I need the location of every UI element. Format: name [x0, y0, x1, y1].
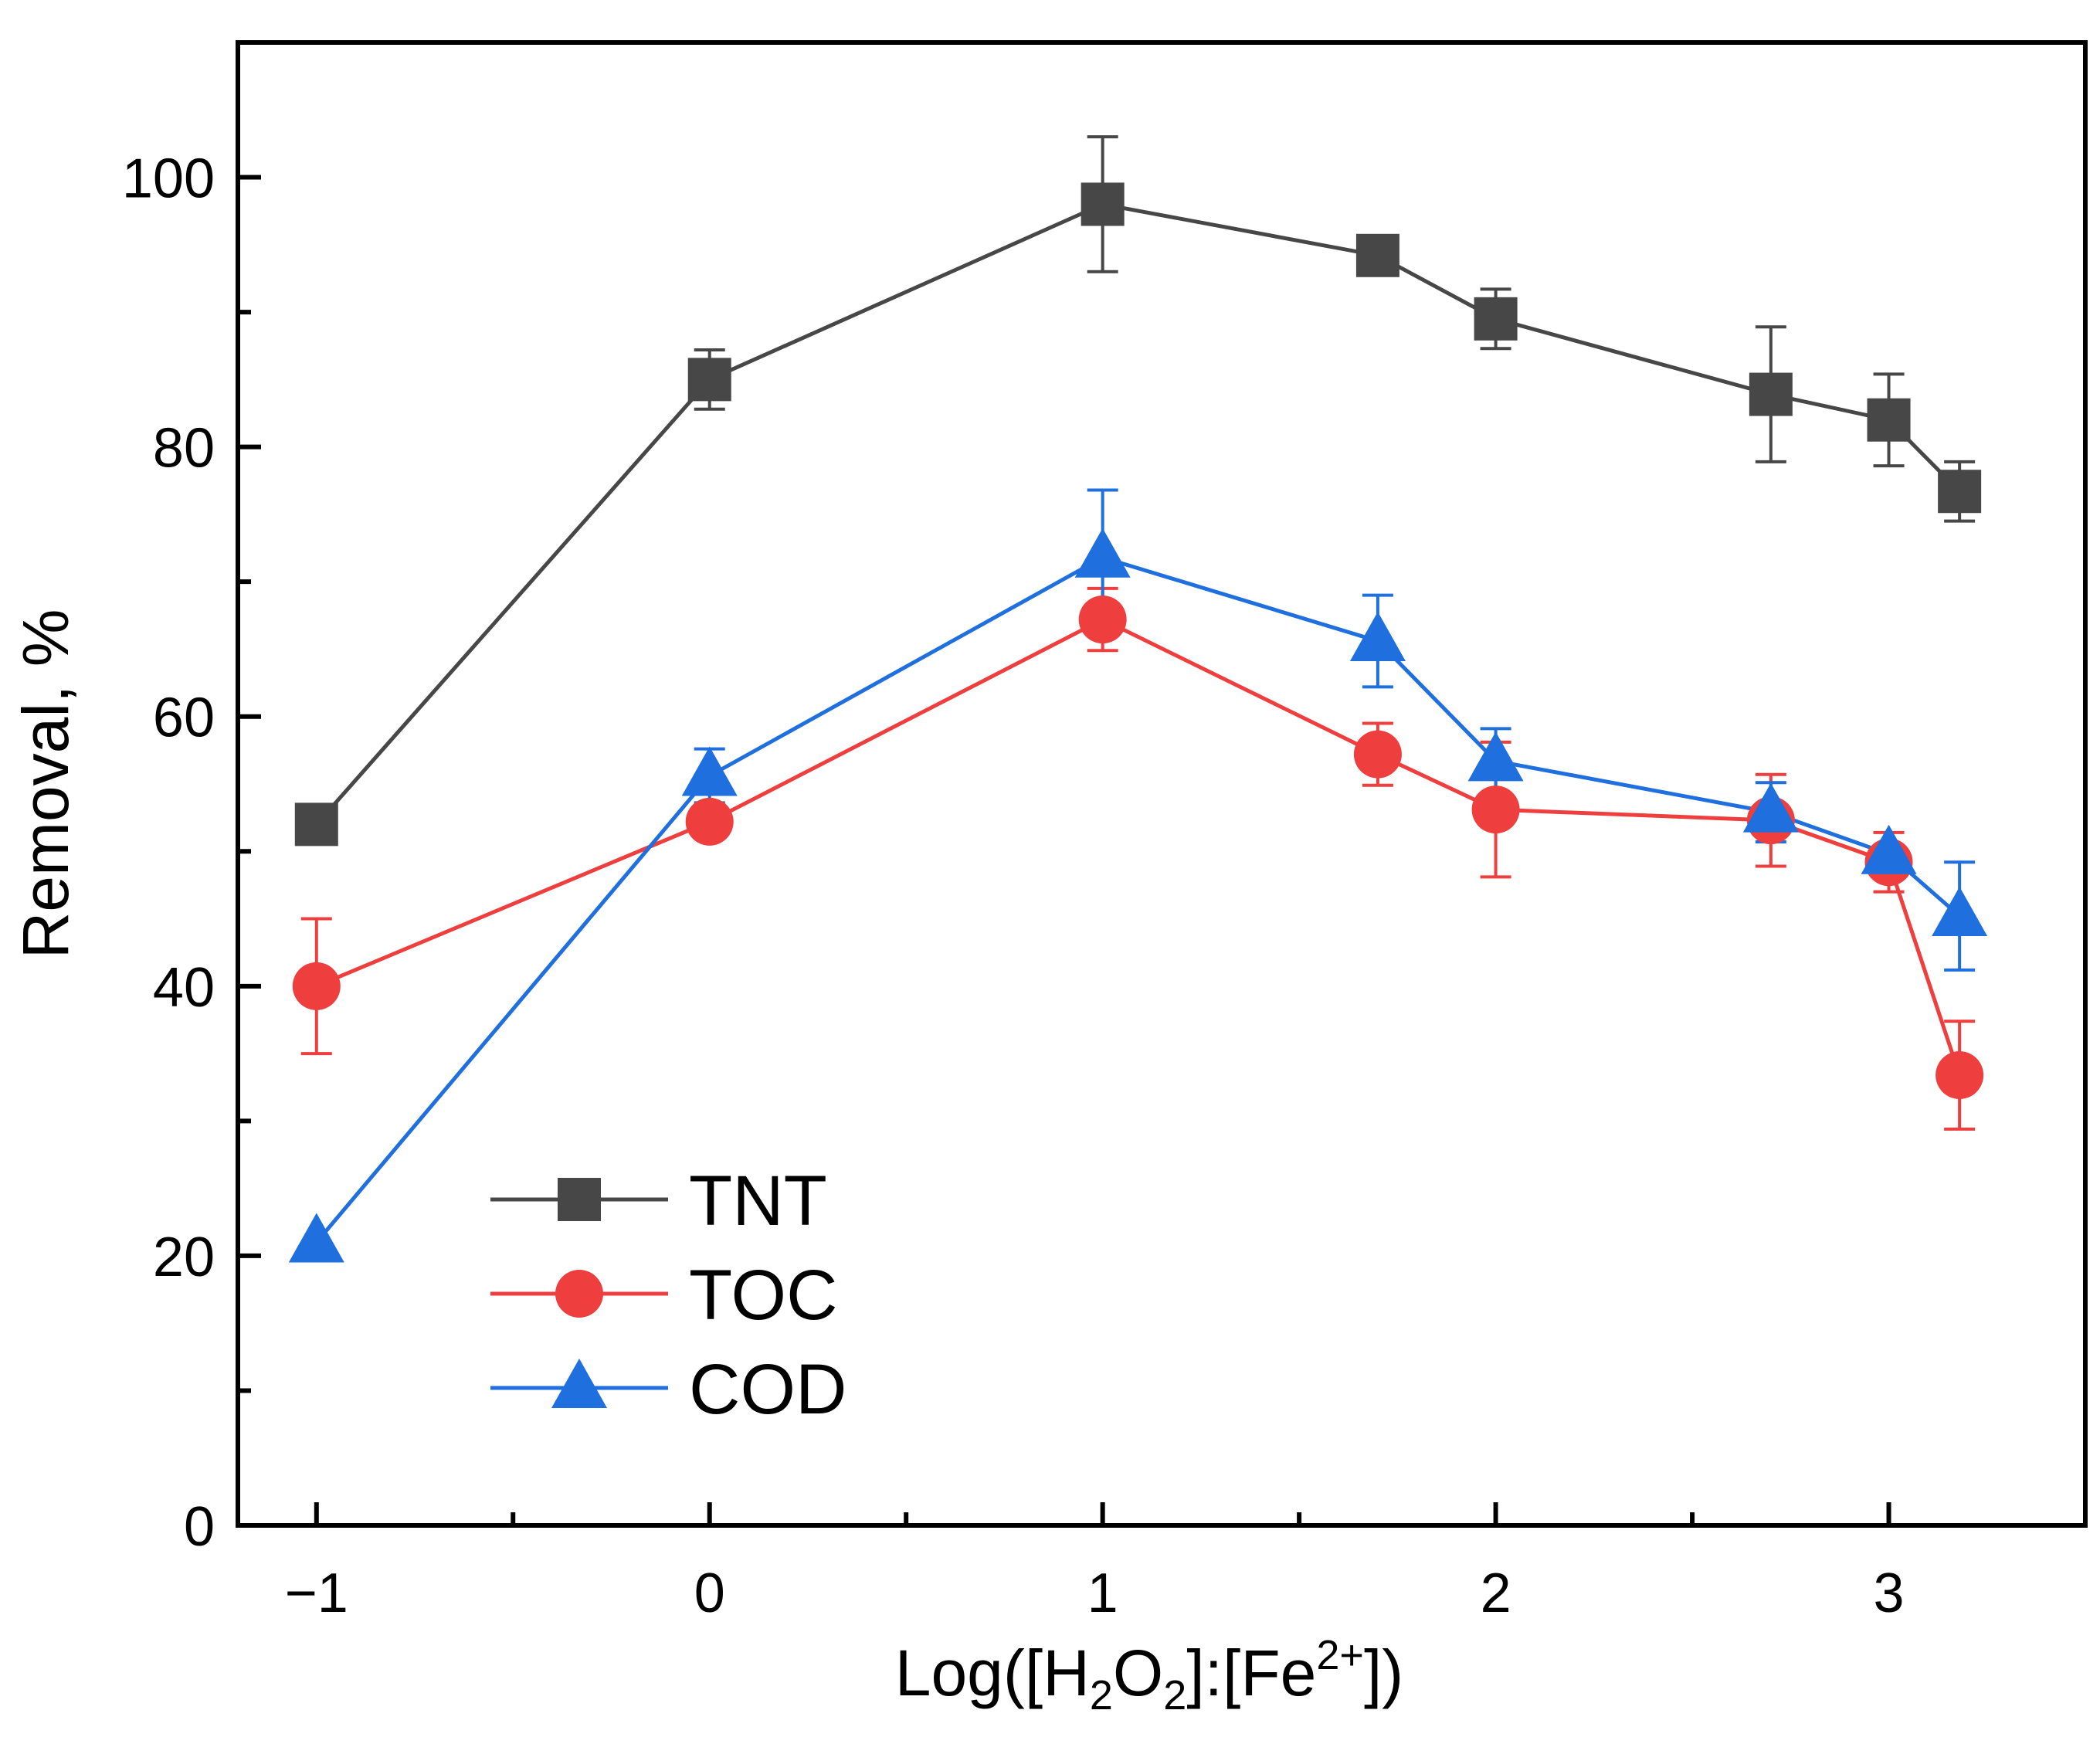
legend-toc-label: TOC — [689, 1256, 838, 1335]
tnt-point — [1867, 398, 1911, 442]
cod-point — [1467, 731, 1524, 782]
toc-point — [292, 962, 341, 1010]
data-markers — [288, 182, 1988, 1263]
tnt-point — [1749, 372, 1793, 416]
tnt-point — [294, 802, 338, 847]
plot-frame — [236, 40, 2088, 1528]
legend: TNT TOC COD — [490, 1162, 846, 1429]
y-tick-label: 100 — [122, 148, 215, 210]
x-tick-label: 1 — [1087, 1562, 1118, 1624]
cod-point — [1742, 782, 1799, 833]
y-tick-label: 40 — [153, 957, 215, 1019]
y-tick-label: 0 — [184, 1496, 215, 1558]
tnt-line — [314, 202, 1961, 826]
tnt-point — [687, 358, 731, 402]
axis-ticks — [238, 40, 2088, 1528]
x-axis-title: Log([H2O2]:[Fe2+]) — [895, 1632, 1404, 1719]
toc-point — [1078, 595, 1127, 644]
toc-point — [1935, 1051, 1984, 1100]
x-tick-label: 2 — [1481, 1562, 1511, 1624]
toc-point — [1471, 785, 1520, 834]
legend-toc-marker — [555, 1270, 603, 1318]
y-tick-label: 60 — [153, 687, 215, 749]
y-tick-label: 80 — [153, 418, 215, 480]
cod-point — [1861, 824, 1917, 874]
cod-point — [288, 1213, 344, 1263]
y-axis-title: Removal, % — [9, 609, 82, 959]
cod-point — [1074, 528, 1131, 578]
legend-tnt-label: TNT — [689, 1162, 827, 1240]
toc-line — [315, 617, 1962, 1076]
cod-point — [1349, 611, 1406, 661]
tnt-point — [1355, 233, 1399, 277]
tnt-point — [1474, 297, 1518, 341]
x-tick-label: 3 — [1874, 1562, 1905, 1624]
cod-point — [1932, 887, 1988, 937]
x-tick-label: −1 — [285, 1562, 348, 1624]
y-tick-label: 20 — [153, 1227, 215, 1288]
toc-point — [1353, 730, 1402, 779]
cod-line — [314, 555, 1961, 1244]
tnt-point — [1938, 470, 1982, 514]
legend-cod-label: COD — [689, 1350, 846, 1429]
error-bars — [300, 135, 1976, 1131]
x-tick-label: 0 — [694, 1562, 725, 1624]
tnt-point — [1081, 182, 1125, 226]
series-lines — [314, 202, 1962, 1244]
legend-cod-marker — [551, 1359, 607, 1408]
tick-labels: −1 0 1 2 3 0 20 40 60 80 100 — [122, 148, 1905, 1624]
legend-tnt-marker — [558, 1178, 601, 1221]
cod-point — [681, 746, 738, 796]
toc-point — [685, 797, 734, 846]
